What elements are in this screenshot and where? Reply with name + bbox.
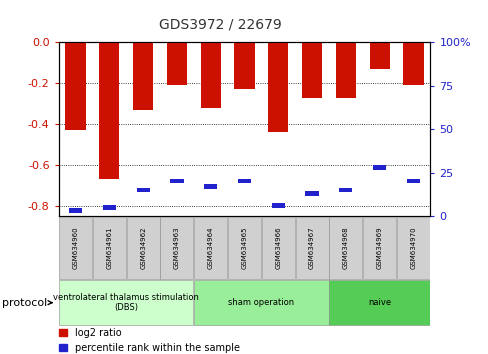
Bar: [267, 42, 288, 132]
Bar: [133, 42, 153, 110]
FancyBboxPatch shape: [59, 217, 92, 279]
Text: GSM634965: GSM634965: [241, 227, 247, 269]
Text: sham operation: sham operation: [228, 298, 294, 307]
Bar: [301, 42, 322, 98]
Text: GSM634970: GSM634970: [409, 227, 416, 269]
Bar: [305, 191, 318, 196]
FancyBboxPatch shape: [59, 280, 193, 325]
Text: GSM634969: GSM634969: [376, 227, 382, 269]
Text: GSM634961: GSM634961: [106, 227, 112, 269]
Text: GSM634964: GSM634964: [207, 227, 213, 269]
FancyBboxPatch shape: [363, 217, 395, 279]
Legend: log2 ratio, percentile rank within the sample: log2 ratio, percentile rank within the s…: [59, 328, 240, 353]
Text: protocol: protocol: [2, 298, 48, 308]
Text: ventrolateral thalamus stimulation
(DBS): ventrolateral thalamus stimulation (DBS): [53, 293, 199, 312]
Bar: [406, 179, 419, 183]
Bar: [200, 42, 221, 108]
Bar: [372, 165, 386, 170]
Bar: [234, 42, 254, 90]
Bar: [102, 205, 116, 210]
Text: GSM634966: GSM634966: [275, 227, 281, 269]
Bar: [203, 184, 217, 189]
Bar: [403, 42, 423, 85]
FancyBboxPatch shape: [396, 217, 429, 279]
FancyBboxPatch shape: [126, 217, 160, 279]
Bar: [136, 188, 149, 192]
Bar: [335, 42, 355, 98]
Text: GSM634968: GSM634968: [342, 227, 348, 269]
Bar: [99, 42, 119, 179]
Bar: [170, 179, 183, 183]
Bar: [69, 209, 82, 213]
FancyBboxPatch shape: [328, 280, 429, 325]
Bar: [166, 42, 187, 85]
FancyBboxPatch shape: [295, 217, 328, 279]
Text: GSM634960: GSM634960: [72, 227, 79, 269]
Text: naive: naive: [367, 298, 390, 307]
FancyBboxPatch shape: [160, 217, 193, 279]
Bar: [369, 42, 389, 69]
FancyBboxPatch shape: [261, 217, 294, 279]
Bar: [339, 188, 352, 192]
Bar: [65, 42, 85, 130]
FancyBboxPatch shape: [328, 217, 362, 279]
FancyBboxPatch shape: [93, 217, 125, 279]
Text: GSM634962: GSM634962: [140, 227, 146, 269]
FancyBboxPatch shape: [227, 217, 261, 279]
FancyBboxPatch shape: [194, 217, 227, 279]
Text: GSM634963: GSM634963: [174, 227, 180, 269]
FancyBboxPatch shape: [194, 280, 328, 325]
Bar: [271, 203, 285, 208]
Bar: [238, 179, 250, 183]
Text: GDS3972 / 22679: GDS3972 / 22679: [158, 18, 281, 32]
Text: GSM634967: GSM634967: [308, 227, 314, 269]
